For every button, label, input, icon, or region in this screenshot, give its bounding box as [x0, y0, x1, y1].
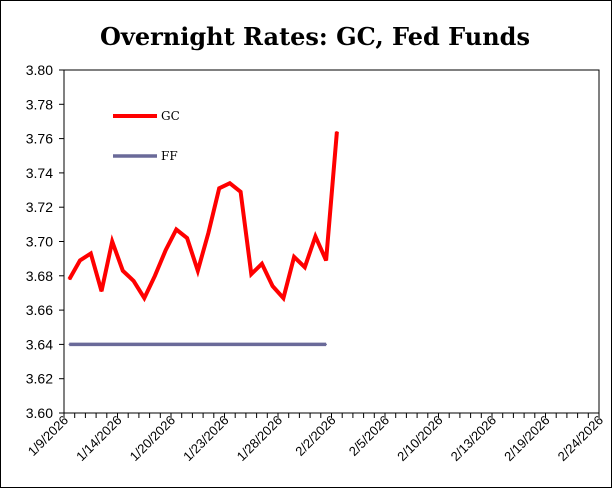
data-point: [164, 343, 167, 346]
data-point: [271, 285, 274, 287]
data-point: [293, 256, 295, 258]
data-point: [122, 269, 124, 272]
data-point: [79, 259, 81, 262]
y-tick-label: 3.80: [26, 62, 53, 78]
plot-area: [63, 69, 600, 414]
data-point: [239, 190, 242, 193]
y-tick-label: 3.64: [26, 336, 53, 352]
data-point: [314, 343, 317, 346]
data-point: [261, 343, 263, 346]
x-tick-label: 2/2/2026: [292, 413, 338, 459]
y-tick-label: 3.76: [26, 131, 53, 147]
data-point: [314, 235, 317, 238]
data-point: [282, 343, 285, 346]
data-point: [218, 187, 220, 190]
x-tick-label: 2/19/2026: [501, 413, 553, 465]
y-tick-label: 3.78: [26, 96, 53, 112]
data-point: [229, 343, 231, 346]
data-point: [79, 343, 81, 346]
data-point: [196, 343, 199, 346]
y-tick-label: 3.70: [26, 234, 53, 250]
data-point: [111, 240, 113, 243]
data-point: [100, 290, 103, 293]
data-point: [111, 343, 113, 346]
data-point: [325, 259, 327, 262]
data-point: [282, 297, 285, 299]
data-point: [336, 130, 338, 133]
data-point: [68, 343, 71, 346]
x-tick-label: 2/24/2026: [555, 413, 607, 465]
data-point: [239, 343, 242, 346]
data-point: [186, 237, 188, 239]
x-tick-label: 1/20/2026: [127, 413, 179, 465]
x-tick-label: 1/14/2026: [73, 413, 125, 465]
series-gc-line: [67, 131, 339, 303]
series-layer: [67, 130, 339, 347]
data-point: [303, 343, 306, 346]
x-tick-label: 2/10/2026: [394, 413, 446, 465]
y-tick-label: 3.72: [26, 199, 53, 215]
data-point: [186, 343, 188, 346]
legend: GC FF: [113, 109, 180, 163]
legend-label-ff: FF: [161, 149, 178, 163]
data-point: [250, 273, 253, 275]
data-point: [196, 269, 199, 272]
y-axis: 3.60 3.62 3.64 3.66 3.68 3.70 3.72 3.74 3.76 3.78…: [26, 62, 64, 421]
data-point: [132, 280, 135, 282]
data-point: [143, 297, 146, 299]
y-tick-label: 3.74: [26, 165, 53, 181]
x-tick-label: 2/13/2026: [448, 413, 500, 465]
y-tick-label: 3.60: [26, 405, 53, 421]
data-point: [89, 252, 92, 255]
data-point: [175, 228, 178, 231]
x-tick-label: 1/23/2026: [180, 413, 232, 465]
data-point: [132, 343, 135, 346]
data-point: [261, 262, 263, 265]
data-point: [229, 182, 231, 184]
data-point: [303, 266, 306, 269]
data-point: [218, 343, 220, 346]
data-point: [143, 343, 146, 346]
data-point: [164, 249, 167, 251]
data-point: [100, 343, 103, 346]
data-point: [154, 343, 156, 346]
data-point: [325, 343, 327, 346]
chart-title: Overnight Rates: GC, Fed Funds: [100, 22, 530, 51]
data-point: [293, 343, 295, 346]
data-point: [207, 232, 210, 234]
data-point: [175, 343, 178, 346]
y-tick-label: 3.62: [26, 371, 53, 387]
data-point: [271, 343, 274, 346]
x-axis: 1/9/2026 1/14/2026 1/20/2026 1/23/2026 1/28/…: [25, 413, 606, 465]
data-point: [250, 343, 253, 346]
data-point: [207, 343, 210, 346]
x-tick-label: 2/5/2026: [346, 413, 392, 459]
y-tick-label: 3.68: [26, 268, 53, 284]
legend-label-gc: GC: [161, 109, 180, 123]
data-point: [68, 278, 71, 281]
y-tick-label: 3.66: [26, 302, 53, 318]
x-tick-label: 1/28/2026: [234, 413, 286, 465]
data-point: [154, 275, 156, 277]
data-point: [122, 343, 124, 346]
data-point: [89, 343, 92, 346]
